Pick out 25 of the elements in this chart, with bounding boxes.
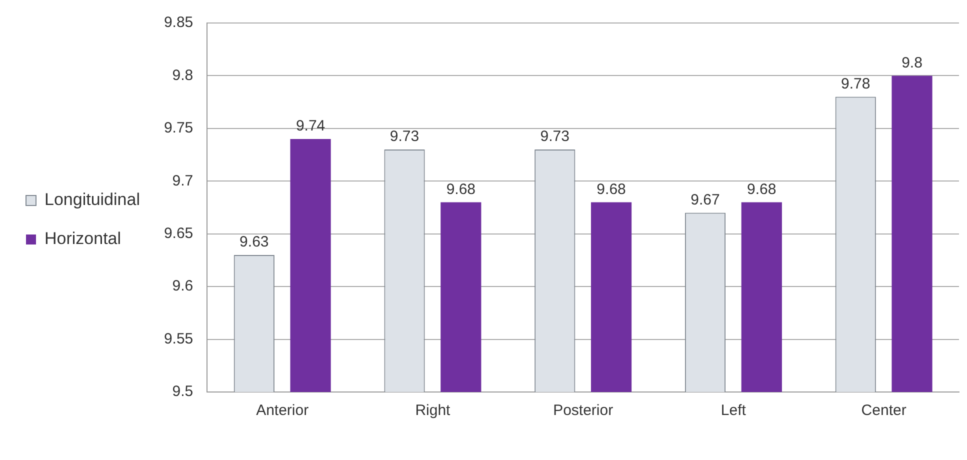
y-tick-label: 9.65 xyxy=(164,225,194,242)
legend-label: Horizontal xyxy=(44,229,122,248)
y-tick-label: 9.85 xyxy=(164,14,194,32)
data-label: 9.73 xyxy=(390,128,420,146)
y-tick-label: 9.5 xyxy=(172,383,194,400)
data-label: 9.67 xyxy=(690,191,720,208)
x-tick-label: Right xyxy=(415,402,452,420)
data-label: 9.78 xyxy=(841,75,870,92)
y-tick-label: 9.55 xyxy=(164,330,194,348)
y-tick-label: 9.6 xyxy=(172,278,194,295)
x-tick-label: Left xyxy=(720,402,747,420)
data-label: 9.68 xyxy=(596,180,626,198)
data-label: 9.8 xyxy=(902,54,922,72)
data-label: 9.68 xyxy=(446,180,476,198)
legend-label: Longituidinal xyxy=(44,190,140,210)
x-tick-label: Posterior xyxy=(553,402,614,420)
y-tick-label: 9.75 xyxy=(164,120,194,137)
data-label: 9.68 xyxy=(747,180,776,198)
data-label: 9.74 xyxy=(296,118,326,135)
y-tick-label: 9.8 xyxy=(172,66,194,84)
y-tick-label: 9.7 xyxy=(172,172,194,190)
x-tick-label: Anterior xyxy=(256,402,309,420)
x-tick-label: Center xyxy=(861,402,906,420)
data-label: 9.63 xyxy=(240,234,269,251)
data-label: 9.73 xyxy=(540,128,570,146)
